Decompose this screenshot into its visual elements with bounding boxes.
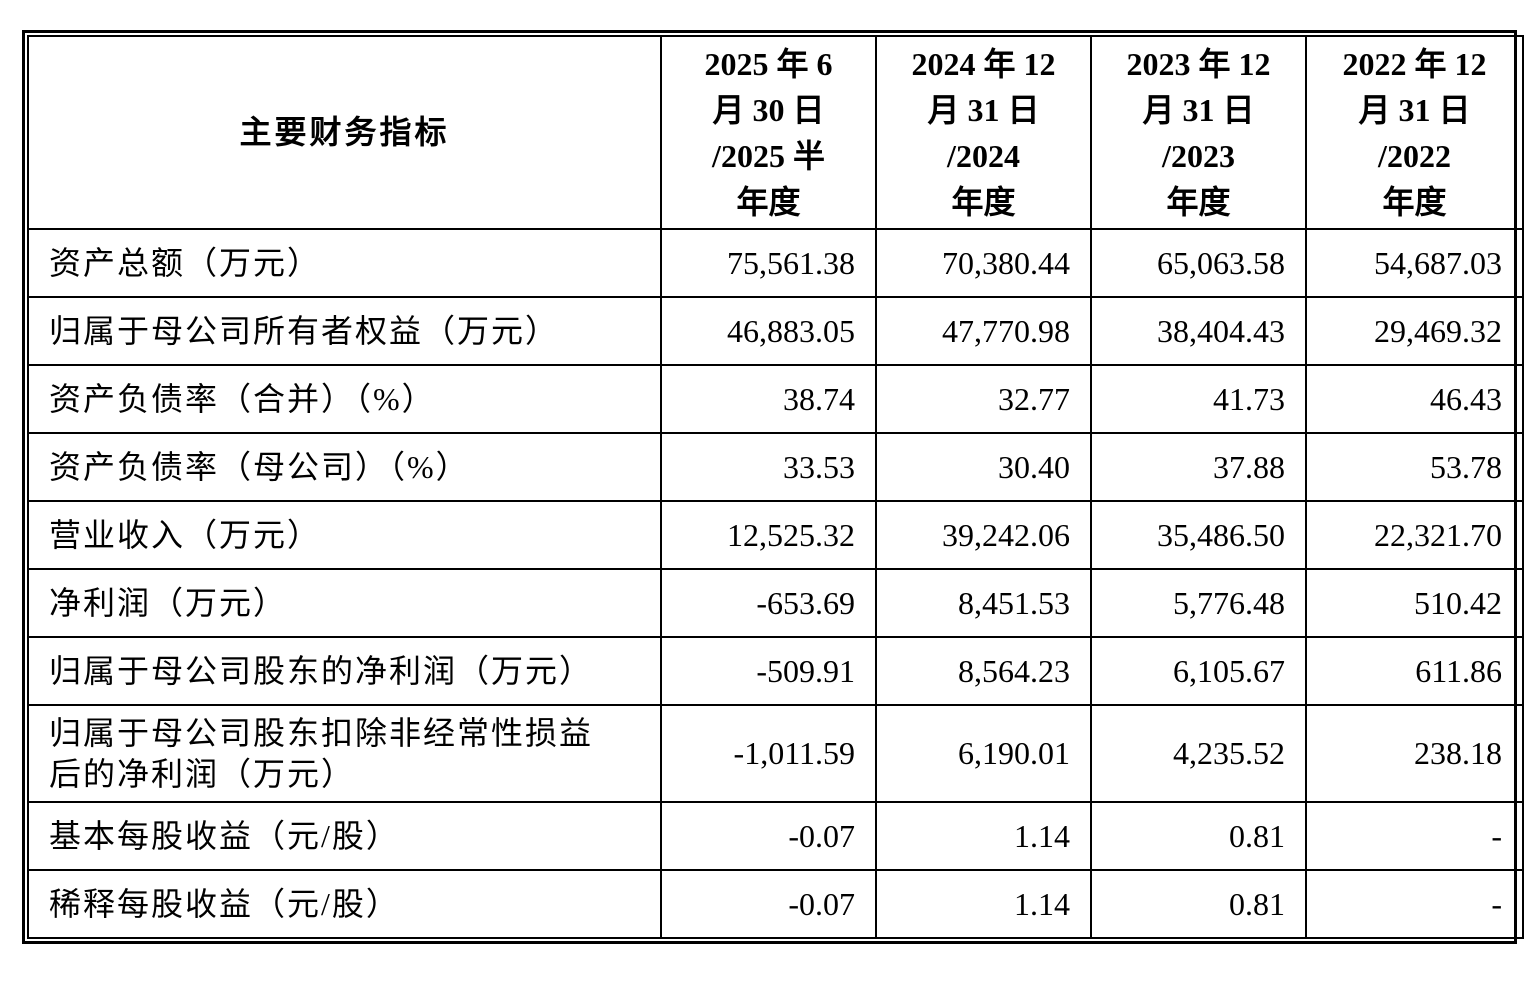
row-label: 资产负债率（母公司）（%） <box>27 432 662 502</box>
table-row-basic-eps: 基本每股收益（元/股） -0.07 1.14 0.81 - <box>27 801 1524 871</box>
cell-value: 35,486.50 <box>1090 500 1307 570</box>
header-line: /2022 <box>1378 137 1451 174</box>
cell-value: 1.14 <box>875 801 1092 871</box>
cell-value: 65,063.58 <box>1090 228 1307 298</box>
header-period-2024: 2024 年 12 月 31 日 /2024 年度 <box>875 35 1092 230</box>
row-label: 净利润（万元） <box>27 568 662 638</box>
row-label: 资产负债率（合并）（%） <box>27 364 662 434</box>
cell-value: 38.74 <box>660 364 877 434</box>
row-label: 资产总额（万元） <box>27 228 662 298</box>
row-label: 归属于母公司股东扣除非经常性损益后的净利润（万元） <box>27 704 662 803</box>
header-line: 2023 年 12 <box>1126 45 1271 82</box>
cell-value: 8,564.23 <box>875 636 1092 706</box>
cell-value: 238.18 <box>1305 704 1524 803</box>
header-line: /2025 半 <box>712 137 825 174</box>
row-label: 归属于母公司股东的净利润（万元） <box>27 636 662 706</box>
row-label: 稀释每股收益（元/股） <box>27 869 662 939</box>
cell-value: 33.53 <box>660 432 877 502</box>
table-row-net-profit: 净利润（万元） -653.69 8,451.53 5,776.48 510.42 <box>27 568 1524 638</box>
cell-value: -1,011.59 <box>660 704 877 803</box>
cell-value: 6,105.67 <box>1090 636 1307 706</box>
cell-value: 0.81 <box>1090 801 1307 871</box>
cell-value: 46,883.05 <box>660 296 877 366</box>
cell-value: 32.77 <box>875 364 1092 434</box>
cell-value: 1.14 <box>875 869 1092 939</box>
header-line: 月 30 日 <box>712 91 825 128</box>
header-line: 2024 年 12 <box>911 45 1056 82</box>
table-header-row: 主要财务指标 2025 年 6 月 30 日 /2025 半 年度 2024 年… <box>27 35 1524 230</box>
cell-value: 6,190.01 <box>875 704 1092 803</box>
cell-value: 22,321.70 <box>1305 500 1524 570</box>
cell-value: 53.78 <box>1305 432 1524 502</box>
cell-value: 0.81 <box>1090 869 1307 939</box>
cell-value: 70,380.44 <box>875 228 1092 298</box>
table-row-diluted-eps: 稀释每股收益（元/股） -0.07 1.14 0.81 - <box>27 869 1524 939</box>
cell-value: 47,770.98 <box>875 296 1092 366</box>
header-line: 年度 <box>1382 183 1447 220</box>
header-line: 月 31 日 <box>1142 91 1255 128</box>
cell-value: 510.42 <box>1305 568 1524 638</box>
header-period-2025-half-year: 2025 年 6 月 30 日 /2025 半 年度 <box>660 35 877 230</box>
financial-indicators-table: 主要财务指标 2025 年 6 月 30 日 /2025 半 年度 2024 年… <box>22 30 1524 944</box>
cell-value: 46.43 <box>1305 364 1524 434</box>
table-row-debt-ratio-parent: 资产负债率（母公司）（%） 33.53 30.40 37.88 53.78 <box>27 432 1524 502</box>
cell-value: 54,687.03 <box>1305 228 1524 298</box>
header-line: 月 31 日 <box>927 91 1040 128</box>
table-row-operating-revenue: 营业收入（万元） 12,525.32 39,242.06 35,486.50 2… <box>27 500 1524 570</box>
cell-value: 39,242.06 <box>875 500 1092 570</box>
row-label: 基本每股收益（元/股） <box>27 801 662 871</box>
row-label: 营业收入（万元） <box>27 500 662 570</box>
table-row-net-profit-excl-nonrecurring: 归属于母公司股东扣除非经常性损益后的净利润（万元） -1,011.59 6,19… <box>27 704 1524 803</box>
header-line: 年度 <box>736 183 801 220</box>
header-line: 2022 年 12 <box>1342 45 1487 82</box>
cell-value: 38,404.43 <box>1090 296 1307 366</box>
cell-value: -0.07 <box>660 869 877 939</box>
header-line: 年度 <box>1166 183 1231 220</box>
header-period-2023: 2023 年 12 月 31 日 /2023 年度 <box>1090 35 1307 230</box>
header-line: 年度 <box>951 183 1016 220</box>
cell-value: 12,525.32 <box>660 500 877 570</box>
header-period-2022: 2022 年 12 月 31 日 /2022 年度 <box>1305 35 1524 230</box>
table-row-net-profit-to-parent: 归属于母公司股东的净利润（万元） -509.91 8,564.23 6,105.… <box>27 636 1524 706</box>
cell-value: 30.40 <box>875 432 1092 502</box>
cell-value: 29,469.32 <box>1305 296 1524 366</box>
header-line: /2024 <box>947 137 1020 174</box>
cell-value: 75,561.38 <box>660 228 877 298</box>
financial-table: 主要财务指标 2025 年 6 月 30 日 /2025 半 年度 2024 年… <box>27 35 1524 939</box>
cell-value: 611.86 <box>1305 636 1524 706</box>
header-line: 2025 年 6 <box>704 45 833 82</box>
cell-value: -0.07 <box>660 801 877 871</box>
cell-value: 37.88 <box>1090 432 1307 502</box>
table-row-debt-ratio-consolidated: 资产负债率（合并）（%） 38.74 32.77 41.73 46.43 <box>27 364 1524 434</box>
cell-value: 8,451.53 <box>875 568 1092 638</box>
table-row-total-assets: 资产总额（万元） 75,561.38 70,380.44 65,063.58 5… <box>27 228 1524 298</box>
header-metric-label: 主要财务指标 <box>27 35 662 230</box>
row-label: 归属于母公司所有者权益（万元） <box>27 296 662 366</box>
table-row-parent-equity: 归属于母公司所有者权益（万元） 46,883.05 47,770.98 38,4… <box>27 296 1524 366</box>
cell-value: -509.91 <box>660 636 877 706</box>
cell-value: 5,776.48 <box>1090 568 1307 638</box>
cell-value: -653.69 <box>660 568 877 638</box>
cell-value: 41.73 <box>1090 364 1307 434</box>
header-line: 月 31 日 <box>1358 91 1471 128</box>
header-line: /2023 <box>1162 137 1235 174</box>
cell-value: 4,235.52 <box>1090 704 1307 803</box>
cell-value: - <box>1305 869 1524 939</box>
cell-value: - <box>1305 801 1524 871</box>
